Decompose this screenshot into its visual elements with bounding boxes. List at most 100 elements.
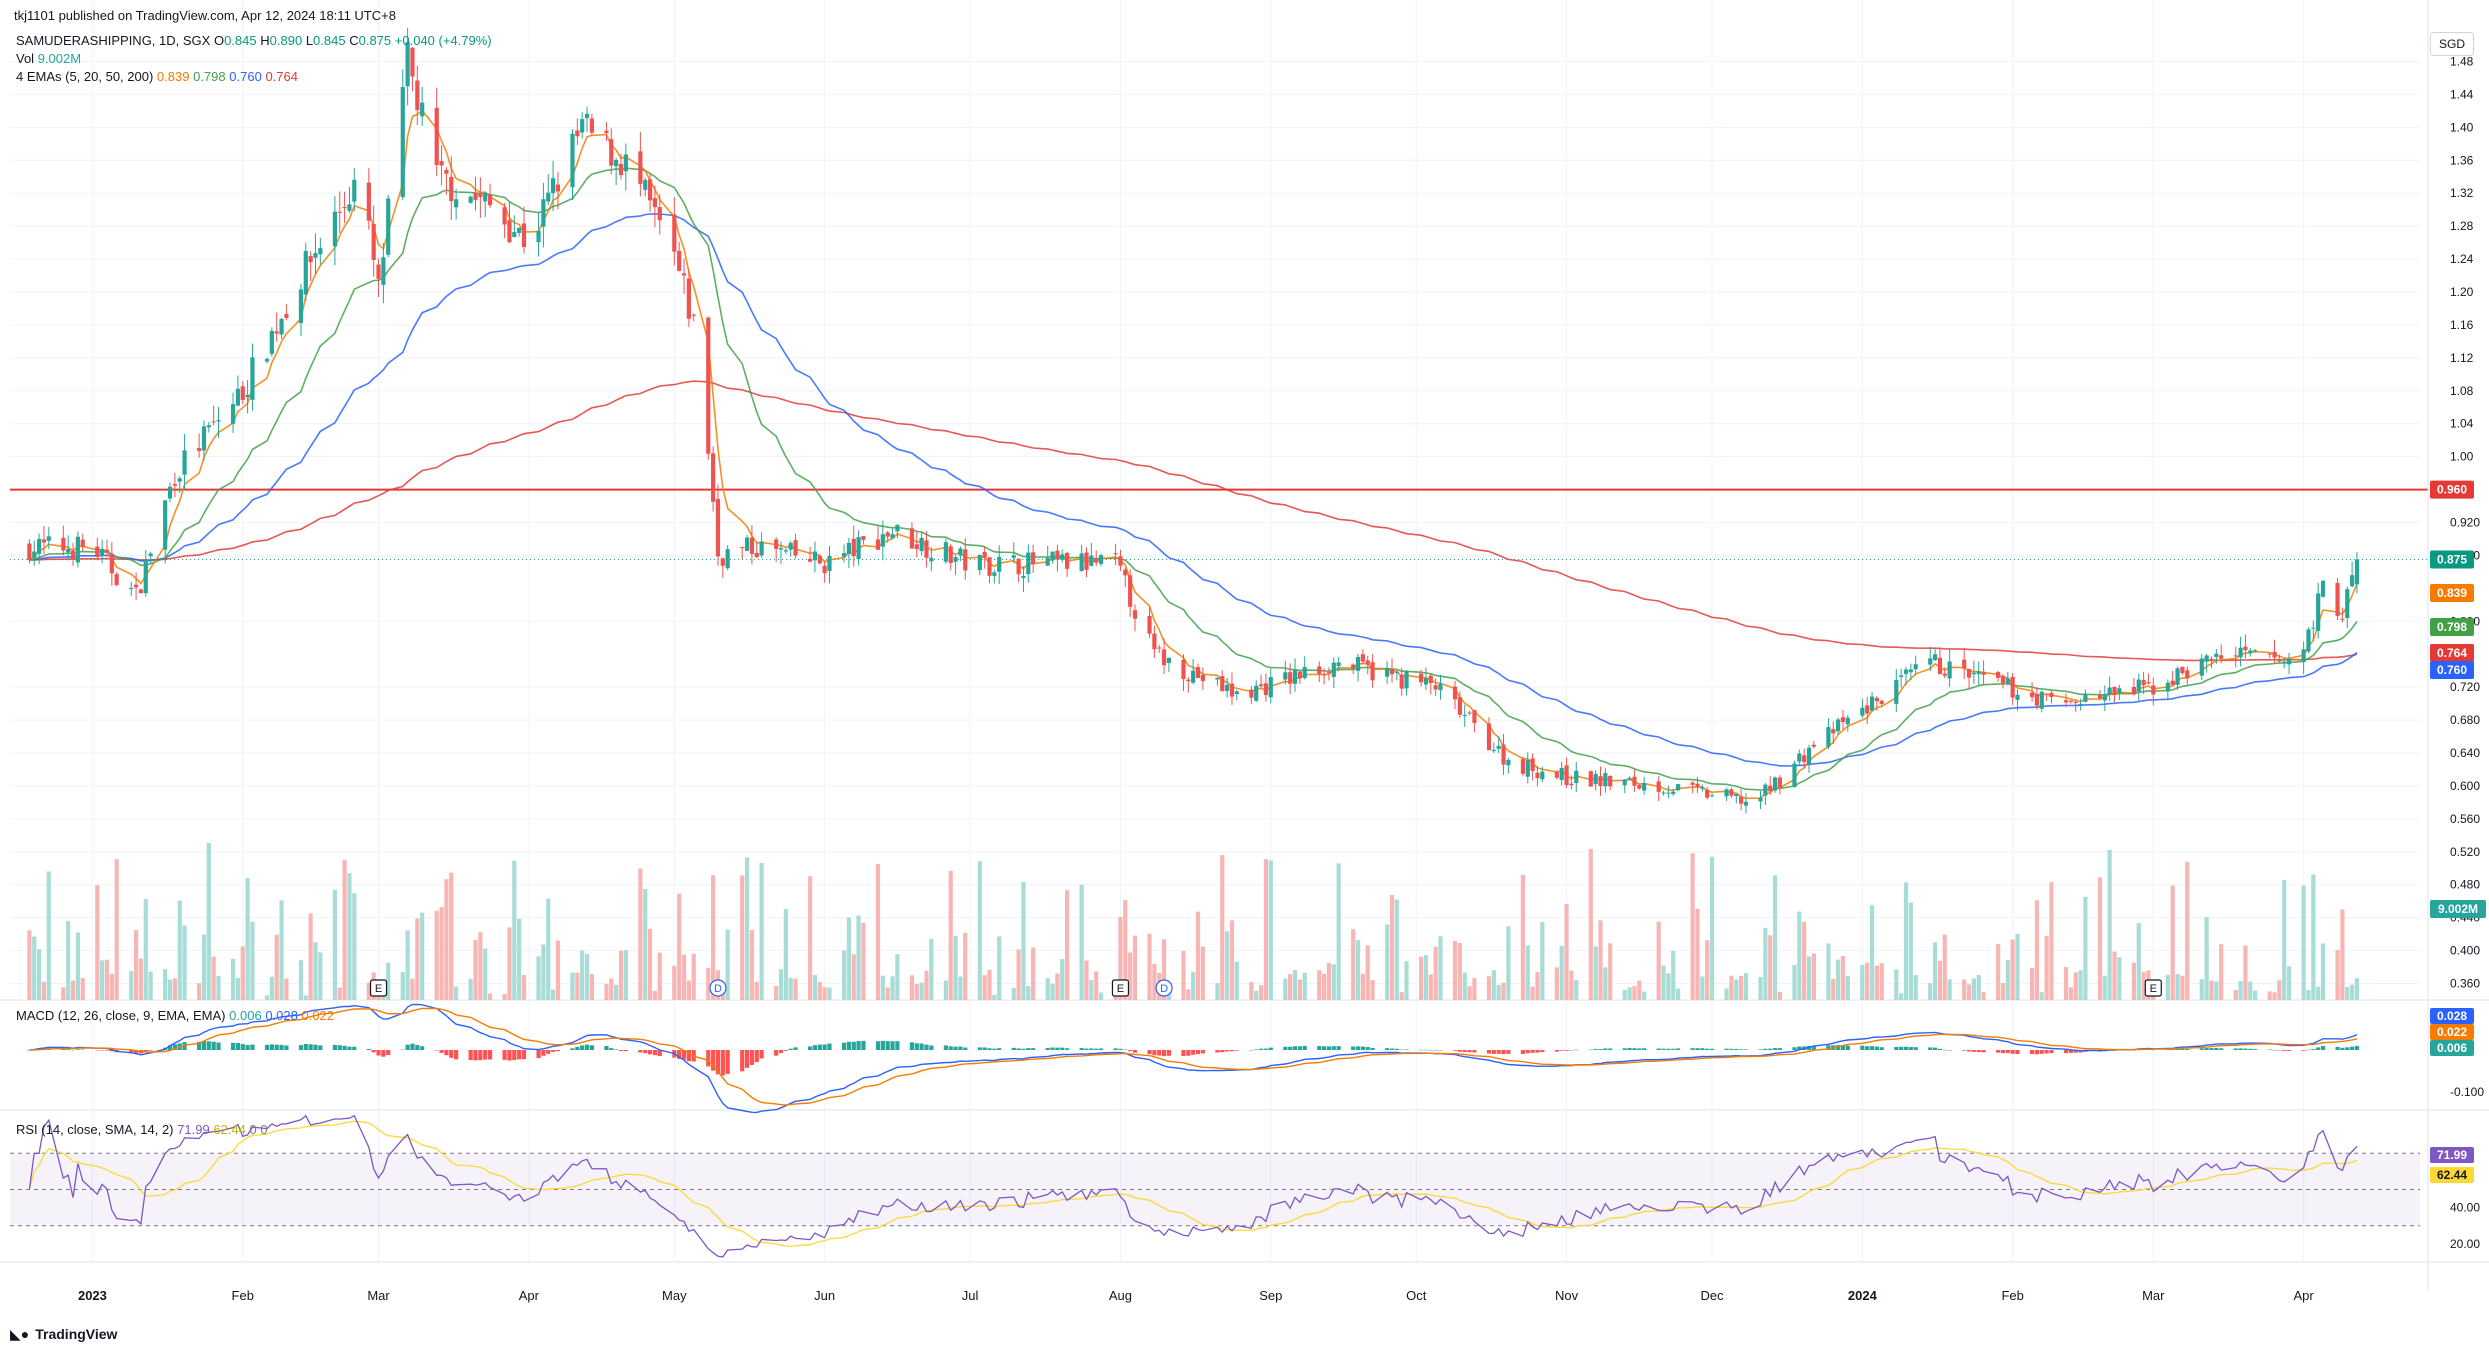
volume-bar — [1225, 931, 1230, 1000]
volume-bar — [1700, 976, 1705, 1000]
volume-bar — [2243, 945, 2248, 1000]
macd-hist-bar — [415, 1045, 420, 1050]
macd-hist-bar — [216, 1042, 221, 1050]
macd-hist-bar — [1370, 1047, 1375, 1050]
candle-body — [405, 42, 410, 87]
macd-hist-bar — [997, 1048, 1002, 1050]
candle-body — [1113, 553, 1118, 555]
volume-bar — [686, 980, 691, 1000]
candle-body — [1709, 795, 1715, 797]
volume-bar — [104, 959, 110, 1000]
macd-hist-bar — [1981, 1050, 1986, 1053]
macd-hist-bar — [1491, 1050, 1496, 1054]
volume-bar — [2272, 992, 2277, 1000]
macd-hist-bar — [1608, 1048, 1613, 1050]
candle-body — [1118, 556, 1123, 566]
volume-bar — [1322, 973, 1327, 1000]
macd-hist-bar — [1758, 1049, 1763, 1050]
macd-tag-label: 0.022 — [2437, 1025, 2467, 1039]
candle-body — [584, 113, 590, 119]
candle-body — [235, 388, 241, 406]
macd-hist-bar — [1297, 1046, 1302, 1050]
candle-body — [2306, 629, 2311, 652]
macd-hist-bar — [1836, 1045, 1841, 1050]
candle-body — [332, 211, 337, 247]
currency-button[interactable]: SGD — [2430, 32, 2474, 56]
volume-row: Vol 9.002M — [16, 51, 82, 66]
candle-body — [1695, 783, 1700, 787]
volume-bar — [352, 893, 357, 1000]
macd-hist-bar — [1011, 1047, 1016, 1050]
horizontal-line-0960[interactable] — [10, 488, 2428, 561]
volume-bar — [177, 900, 182, 1000]
volume-bar — [812, 975, 818, 1000]
candle-body — [2010, 676, 2015, 698]
candle-body — [1089, 555, 1094, 566]
candle-body — [1084, 552, 1089, 570]
volume-bar — [483, 948, 488, 1000]
symbol-title[interactable]: SAMUDERASHIPPING, 1D, SGX — [16, 33, 211, 48]
volume-bar — [129, 970, 134, 1000]
candle-body — [2049, 692, 2054, 697]
event-marker-label: D — [1160, 983, 1168, 995]
volume-bar — [2102, 975, 2107, 1000]
candle-body — [1675, 784, 1681, 791]
macd-hist-bar — [924, 1044, 929, 1050]
signal-line — [29, 1007, 2358, 1106]
macd-hist-bar — [1908, 1046, 1913, 1050]
volume-bar — [502, 993, 507, 1000]
macd-hist-bar — [235, 1043, 241, 1050]
tradingview-logo[interactable]: ◣● TradingView — [10, 1326, 118, 1342]
time-tick-label: Sep — [1259, 1288, 1282, 1303]
macd-hist-bar — [1331, 1046, 1336, 1050]
macd-hist-bar — [977, 1047, 982, 1050]
candle-body — [1831, 729, 1836, 734]
candle-body — [647, 179, 653, 201]
volume-bar — [1962, 979, 1967, 1000]
volume-bar — [924, 970, 929, 1000]
volume-bar — [2335, 950, 2340, 1000]
volume-bar — [575, 972, 580, 1000]
change-value: +0.040 (+4.79%) — [394, 33, 492, 48]
candle-body — [2029, 692, 2035, 698]
macd-hist-bar — [2015, 1050, 2020, 1054]
candle-body — [609, 139, 614, 166]
volume-bar — [875, 863, 881, 1000]
volume-bar — [1195, 911, 1201, 1000]
volume-bar — [1128, 952, 1133, 1000]
volume-bar — [61, 987, 66, 1000]
candle-body — [2083, 694, 2088, 702]
macd-hist-bar — [584, 1044, 590, 1050]
volume-bar — [2107, 849, 2112, 1000]
candle-body — [313, 253, 318, 258]
macd-hist-bar — [148, 1050, 153, 1051]
macd-hist-bar — [1317, 1046, 1322, 1050]
price-tick-label: 0.640 — [2450, 746, 2480, 760]
volume-bar — [890, 976, 895, 1000]
volume-bar — [1055, 973, 1060, 1000]
ohlc-row: SAMUDERASHIPPING, 1D, SGX O0.845 H0.890 … — [16, 33, 492, 48]
macd-hist-bar — [2214, 1047, 2219, 1050]
macd-hist-bar — [444, 1050, 449, 1056]
time-axis[interactable]: 2023 Feb Mar Apr May Jun Jul Aug Sep Oct Nov Dec 202… — [78, 1288, 2314, 1303]
volume-bar — [953, 935, 958, 1000]
macd-hist-bar — [2034, 1050, 2040, 1055]
volume-bar — [1079, 884, 1084, 1000]
candle-body — [410, 47, 415, 77]
candle-body — [2253, 650, 2258, 652]
event-marker-label: E — [375, 983, 382, 995]
candle-body — [1433, 685, 1438, 690]
volume-bar — [2063, 967, 2069, 1000]
price-tick-label: 1.08 — [2450, 384, 2474, 398]
rsi-tag-label: 62.44 — [2437, 1168, 2467, 1182]
macd-hist-bar — [963, 1047, 968, 1050]
candle-body — [638, 151, 643, 184]
macd-hist-bar — [681, 1050, 687, 1060]
volume-bar — [1467, 986, 1472, 1000]
candle-body — [875, 539, 881, 550]
volume-bar — [1438, 936, 1443, 1000]
volume-bar — [1637, 980, 1642, 1000]
volume-bar — [725, 929, 730, 1000]
